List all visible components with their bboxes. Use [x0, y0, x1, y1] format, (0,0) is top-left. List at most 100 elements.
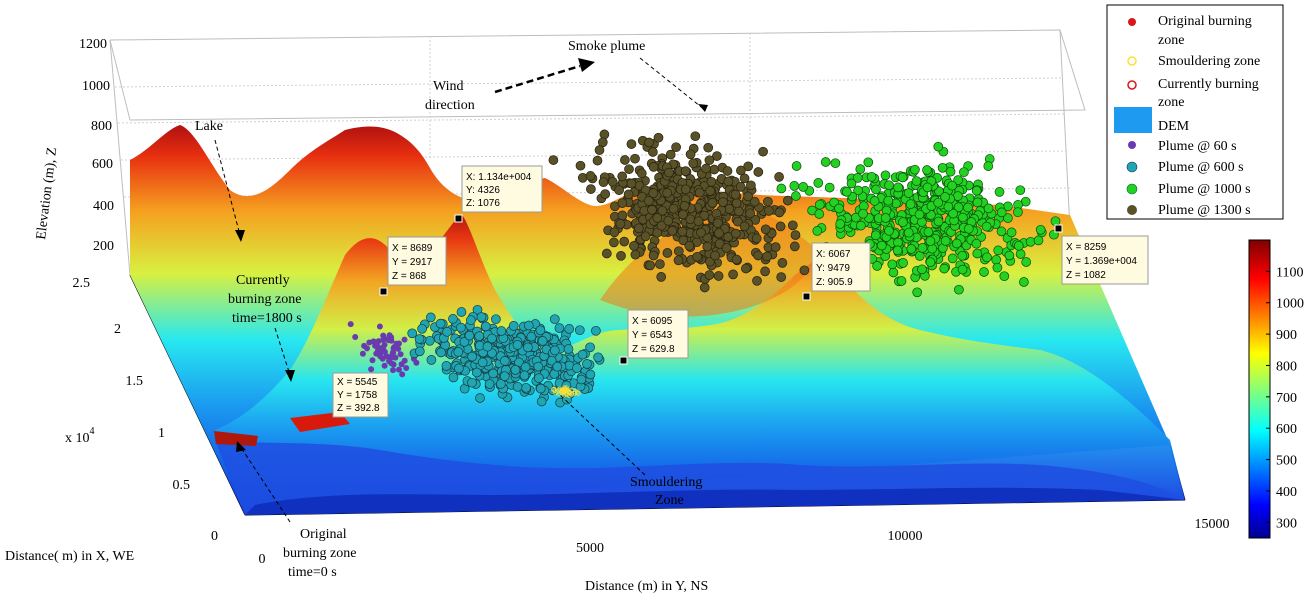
plume-60s-point: [386, 332, 393, 339]
plume-1000s-point: [1006, 227, 1017, 238]
plume-1000s-point: [991, 254, 1002, 265]
annotation-smoke-plume: Smoke plume: [568, 39, 645, 54]
plume-60s-point: [347, 321, 354, 328]
plume-600s-point: [424, 335, 435, 346]
plume-60s-point: [403, 365, 410, 371]
plume-1300s-point: [548, 155, 559, 165]
plume-1000s-point: [954, 284, 964, 295]
plume-1000s-point: [996, 207, 1007, 218]
plume-600s-point: [593, 352, 603, 363]
plume-600s-point: [454, 363, 464, 374]
plume-600s-point: [414, 334, 425, 344]
plume-1300s-point: [619, 236, 630, 247]
plume-1000s-point: [994, 187, 1005, 197]
plume-1300s-point: [677, 226, 688, 237]
plume-1300s-point: [702, 241, 713, 252]
annotation-current-burn-3: time=1800 s: [232, 311, 302, 326]
legend-label-p60: Plume @ 60 s: [1158, 139, 1237, 154]
legend-label-p1000: Plume @ 1000 s: [1158, 182, 1251, 197]
plume-1300s-point: [647, 205, 657, 215]
plume-1000s-point: [820, 157, 831, 167]
plume-1000s-point: [957, 264, 968, 275]
plume-600s-point: [585, 342, 595, 353]
plume-1300s-point: [775, 221, 786, 232]
plume-1300s-point: [594, 145, 605, 155]
datatip: X = 8689 Y = 2917 Z = 868: [379, 236, 447, 296]
plume-1300s-point: [704, 155, 715, 166]
plume-1000s-point: [1035, 224, 1046, 235]
plume-1000s-point: [972, 248, 983, 259]
plume-1300s-point: [648, 188, 659, 198]
plume-1300s-point: [739, 221, 750, 232]
plume-600s-point: [484, 379, 495, 389]
datatip: X = 5545 Y = 1758 Z = 392.8: [332, 372, 389, 418]
svg-text:Z = 629.8: Z = 629.8: [632, 344, 675, 355]
plume-1300s-point: [653, 132, 664, 143]
plume-1300s-point: [648, 162, 659, 172]
plume-1000s-point: [939, 263, 950, 274]
smouldering-point: [559, 388, 565, 394]
plume-1000s-point: [947, 253, 958, 264]
y-tick-label: 0: [259, 552, 266, 567]
plume-1300s-point: [749, 196, 760, 207]
y-tick-label: 15000: [1195, 517, 1230, 532]
plume-600s-point: [482, 341, 493, 352]
legend-marker-p600: [1126, 161, 1138, 173]
plume-1300s-point: [648, 250, 659, 261]
plume-1300s-point: [728, 269, 738, 280]
plume-1300s-point: [712, 151, 722, 161]
plume-1000s-point: [925, 236, 936, 247]
plume-60s-point: [397, 351, 404, 358]
plume-600s-point: [576, 374, 587, 385]
colorbar-tick-label: 400: [1276, 485, 1297, 500]
plume-600s-point: [464, 330, 475, 341]
plume-1000s-point: [830, 158, 841, 169]
svg-text:X = 8689: X = 8689: [392, 243, 433, 254]
plume-1300s-point: [706, 176, 717, 187]
plume-600s-point: [475, 393, 485, 403]
x-tick-label: 2: [114, 322, 121, 337]
plume-1300s-point: [673, 246, 684, 257]
plume-1300s-point: [668, 203, 679, 214]
annotation-wind-direction: Wind: [433, 79, 464, 94]
z-tick-label: 200: [93, 239, 114, 254]
plume-1000s-point: [937, 162, 948, 173]
plume-600s-point: [425, 312, 436, 323]
datatips: X: 1.134e+004 Y: 4326 Z: 1076 X = 8689 Y…: [332, 165, 1149, 418]
plume-1300s-point: [774, 172, 784, 182]
plume-1300s-point: [673, 255, 684, 266]
plume-1300s-points: [548, 129, 810, 293]
plume-1300s-point: [599, 129, 610, 140]
plume-600s-point: [441, 361, 452, 371]
svg-text:Z = 392.8: Z = 392.8: [337, 403, 380, 414]
plume-60s-point: [390, 367, 396, 374]
plume-1300s-point: [753, 167, 764, 177]
plume-600s-point: [417, 323, 427, 334]
plume-600s-point: [546, 355, 557, 366]
plume-1000s-point: [971, 238, 982, 249]
plume-1000s-point: [814, 209, 825, 219]
plume-1300s-point: [614, 185, 624, 196]
svg-text:Y: 9479: Y: 9479: [816, 263, 850, 274]
plume-1300s-point: [760, 224, 771, 235]
plume-1300s-point: [652, 227, 663, 238]
plume-1300s-point: [598, 177, 609, 188]
z-tick-label: 800: [91, 119, 112, 134]
plume-1300s-point: [710, 250, 720, 261]
plume-1000s-point: [789, 181, 800, 191]
plume-1000s-point: [1004, 250, 1015, 261]
plume-1000s-point: [943, 201, 954, 212]
plume-1300s-point: [585, 171, 596, 181]
legend-label-smoulder: Smouldering zone: [1158, 54, 1260, 69]
svg-text:X = 8259: X = 8259: [1066, 242, 1107, 253]
plume-1000s-point: [887, 259, 898, 270]
plume-1300s-point: [600, 189, 611, 199]
plume-60s-point: [387, 337, 394, 344]
z-tick-label: 400: [93, 199, 114, 214]
plume-60s-point: [359, 350, 366, 357]
plume-1300s-point: [648, 147, 658, 157]
legend-marker-p60: [1128, 141, 1136, 149]
annotation-current-burn: Currently: [236, 273, 290, 288]
plume-1300s-point: [575, 160, 586, 171]
plume-1300s-point: [688, 158, 699, 169]
